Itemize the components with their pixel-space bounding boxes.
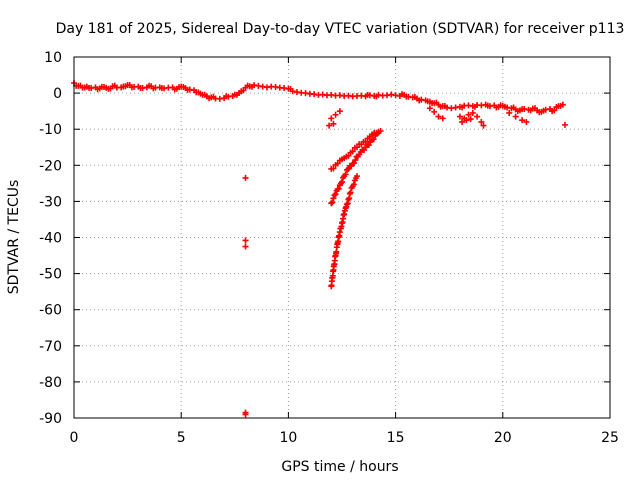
data-point [456,113,463,120]
data-point [559,101,566,108]
chart-title: Day 181 of 2025, Sidereal Day-to-day VTE… [56,21,625,37]
data-point [474,113,481,120]
x-axis-title: GPS time / hours [281,459,398,475]
data-point [350,181,357,188]
data-point [332,191,339,198]
x-tick-label: 25 [601,430,619,446]
data-point [347,189,354,196]
data-point [352,157,359,164]
data-point [439,115,446,122]
data-point [349,148,356,155]
y-tick-label: 0 [53,86,62,102]
y-tick-label: -40 [39,231,62,247]
data-point [326,122,333,129]
data-point [365,142,372,149]
data-point [242,237,249,244]
data-point [512,113,519,120]
y-tick-label: -20 [39,158,62,174]
data-point [469,109,476,116]
x-tick-label: 15 [387,430,405,446]
y-tick-label: -70 [39,339,62,355]
data-point [523,118,530,125]
y-tick-label: -10 [39,122,62,138]
data-point [330,120,337,127]
y-tick-label: -90 [39,411,62,427]
data-point [354,173,361,180]
y-tick-label: -50 [39,267,62,283]
data-point [328,115,335,122]
data-point [339,178,345,185]
data-point [465,111,472,118]
data-point [426,105,433,112]
data-point [459,118,466,125]
data-point [330,195,337,202]
y-tick-label: -60 [39,303,62,319]
data-point [431,108,438,115]
data-point [335,185,342,192]
data-point [435,113,442,120]
data-point [561,121,568,128]
data-point [467,116,474,123]
data-point [506,109,513,116]
x-tick-label: 0 [70,430,79,446]
data-point [354,144,361,151]
grid-lines [74,57,610,418]
y-axis-title: SDTVAR / TECUs [6,180,22,295]
y-tick-label: 10 [44,50,62,66]
data-point [336,108,343,115]
data-point [342,171,349,178]
data-point [332,111,339,118]
data-point [329,199,336,206]
data-point [480,122,487,129]
data-point [370,136,377,143]
x-tick-label: 5 [177,430,186,446]
data-point [551,107,558,114]
axis-ticks [73,56,611,419]
data-point [345,152,352,159]
data-point [519,117,526,124]
data-point [345,165,352,172]
data-point [328,200,335,207]
y-tick-label: -80 [39,375,62,391]
data-point [463,117,470,124]
data-point [375,129,382,136]
x-tick-label: 20 [494,430,512,446]
x-tick-label: 10 [279,430,297,446]
data-point [242,174,249,181]
y-tick-label: -30 [39,194,62,210]
data-points [71,79,568,418]
data-point [331,192,338,199]
data-point [330,165,337,172]
data-point [242,243,249,250]
data-point [242,411,249,418]
data-point [478,118,485,125]
